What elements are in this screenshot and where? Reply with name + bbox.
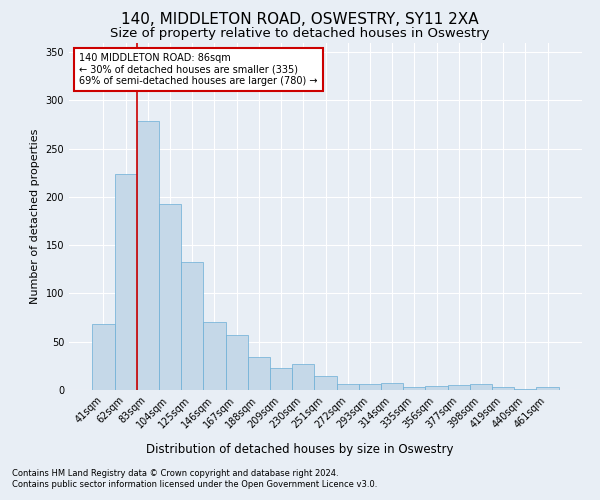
Bar [92, 324, 115, 390]
Bar [181, 262, 203, 390]
Bar [448, 385, 470, 390]
Bar [248, 357, 270, 390]
Bar [470, 384, 492, 390]
Text: Contains HM Land Registry data © Crown copyright and database right 2024.: Contains HM Land Registry data © Crown c… [12, 468, 338, 477]
Bar [115, 174, 137, 390]
Text: 140, MIDDLETON ROAD, OSWESTRY, SY11 2XA: 140, MIDDLETON ROAD, OSWESTRY, SY11 2XA [121, 12, 479, 28]
Bar [359, 384, 381, 390]
Bar [492, 387, 514, 390]
Bar [137, 120, 159, 390]
Bar [292, 364, 314, 390]
Bar [314, 376, 337, 390]
Bar [514, 389, 536, 390]
Text: Distribution of detached houses by size in Oswestry: Distribution of detached houses by size … [146, 442, 454, 456]
Bar [159, 204, 181, 390]
Bar [425, 386, 448, 390]
Y-axis label: Number of detached properties: Number of detached properties [30, 128, 40, 304]
Bar [270, 368, 292, 390]
Bar [381, 383, 403, 390]
Bar [203, 322, 226, 390]
Bar [403, 387, 425, 390]
Bar [536, 387, 559, 390]
Text: Contains public sector information licensed under the Open Government Licence v3: Contains public sector information licen… [12, 480, 377, 489]
Text: 140 MIDDLETON ROAD: 86sqm
← 30% of detached houses are smaller (335)
69% of semi: 140 MIDDLETON ROAD: 86sqm ← 30% of detac… [79, 53, 318, 86]
Text: Size of property relative to detached houses in Oswestry: Size of property relative to detached ho… [110, 28, 490, 40]
Bar [337, 384, 359, 390]
Bar [226, 335, 248, 390]
